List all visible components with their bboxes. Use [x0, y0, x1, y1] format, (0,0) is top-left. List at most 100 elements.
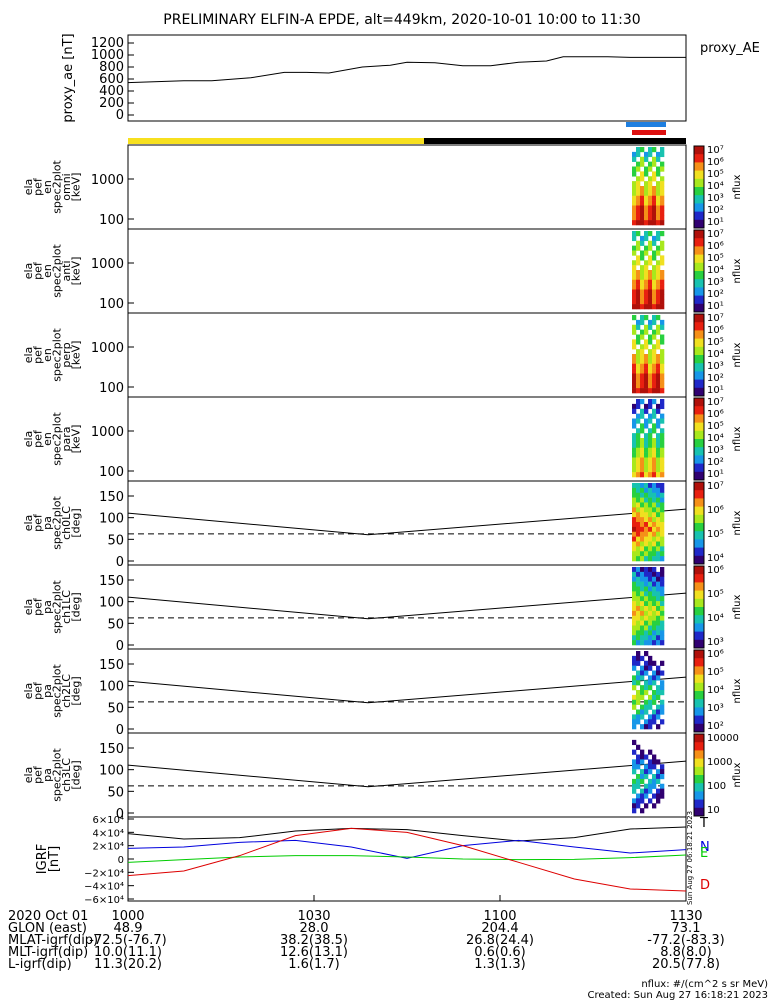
heatmap-cell: [648, 363, 653, 369]
heatmap-cell: [632, 512, 637, 518]
heatmap-cell: [636, 279, 641, 285]
colorbar-segment: [694, 799, 704, 809]
heatmap-cell: [636, 388, 641, 394]
y-axis-label: ela: [22, 431, 35, 448]
y-axis-label: pef: [32, 345, 45, 364]
heatmap-cell: [660, 517, 665, 523]
heatmap-cell: [660, 334, 665, 340]
heatmap-cell: [652, 447, 657, 453]
colorbar-segment: [694, 582, 704, 592]
heatmap-cell: [640, 536, 645, 542]
colorbar-segment: [694, 775, 704, 784]
y-tick-label: 100: [99, 596, 124, 611]
heatmap-cell: [656, 447, 661, 453]
heatmap-cell: [644, 324, 649, 330]
heatmap-cell: [648, 512, 653, 518]
y-axis-label: pef: [32, 597, 45, 616]
heatmap-cell: [636, 231, 641, 237]
heatmap-cell: [644, 363, 649, 369]
heatmap-cell: [656, 235, 661, 242]
y-tick-label: 600: [99, 72, 124, 87]
heatmap-cell: [640, 517, 645, 523]
colorbar-segment: [694, 355, 704, 364]
colorbar-frame: [693, 481, 705, 565]
heatmap-cell: [640, 606, 645, 612]
heatmap-cell: [644, 289, 649, 295]
heatmap-cell: [636, 274, 641, 281]
y-axis-label: omni: [60, 173, 73, 200]
colorbar-label: nflux: [732, 762, 743, 787]
heatmap-cell: [640, 171, 645, 177]
heatmap-cell: [652, 240, 657, 246]
heatmap-cell: [656, 156, 661, 162]
heatmap-cell: [632, 284, 637, 290]
colorbar-segment: [694, 547, 704, 557]
colorbar-frame: [693, 313, 705, 397]
heatmap-cell: [656, 606, 661, 612]
heatmap-cell: [644, 596, 649, 602]
heatmap-cell: [644, 304, 649, 310]
heatmap-cell: [652, 452, 657, 458]
heatmap-cell: [648, 457, 653, 463]
heatmap-cell: [656, 294, 661, 300]
heatmap-cell: [660, 483, 665, 489]
colorbar-tick-label: 10⁶: [707, 505, 724, 516]
heatmap-cell: [644, 576, 649, 582]
heatmap-cell: [648, 541, 653, 547]
x-row-value: 48.9: [114, 921, 143, 936]
legend-E: E: [700, 846, 708, 861]
x-row-label: GLON (east): [8, 921, 87, 936]
heatmap-cell: [640, 655, 645, 662]
y-tick-label: 0: [116, 639, 124, 654]
heatmap-cell: [652, 171, 657, 177]
heatmap-cell: [644, 171, 649, 177]
heatmap-cell: [652, 383, 657, 389]
heatmap-cell: [660, 181, 665, 187]
heatmap-cell: [636, 354, 641, 360]
heatmap-cell: [656, 457, 661, 463]
colorbar-tick-label: 10⁵: [707, 337, 724, 348]
heatmap-cell: [636, 294, 641, 300]
heatmap-cell: [652, 793, 657, 799]
heatmap-cell: [652, 699, 657, 705]
heatmap-cell: [652, 522, 657, 528]
heatmap-cell: [656, 304, 661, 310]
heatmap-cell: [640, 502, 645, 508]
y-tick-label: 100: [99, 297, 124, 312]
heatmap-cell: [636, 383, 641, 389]
heatmap-cell: [656, 487, 661, 494]
heatmap-cell: [632, 749, 637, 755]
heatmap-cell: [636, 215, 641, 221]
heatmap-cell: [640, 531, 645, 537]
heatmap-cell: [648, 798, 653, 804]
colorbar-segment: [694, 514, 704, 524]
heatmap-cell: [636, 759, 641, 765]
heatmap-cell: [640, 625, 645, 631]
heatmap-cell: [636, 324, 641, 330]
heatmap-cell: [652, 581, 657, 587]
heatmap-cell: [644, 704, 649, 710]
heatmap-cell: [660, 438, 665, 444]
colorbar-tick-label: 10²: [707, 205, 724, 216]
heatmap-cell: [644, 497, 649, 503]
heatmap-cell: [640, 423, 645, 429]
heatmap-cell: [632, 279, 637, 285]
heatmap-cell: [656, 586, 661, 592]
heatmap-cell: [648, 640, 653, 646]
colorbar-tick-label: 10³: [707, 277, 724, 288]
y-tick-label: 200: [99, 96, 124, 111]
heatmap-cell: [652, 531, 657, 537]
colorbar-tick-label: 10³: [707, 361, 724, 372]
heatmap-cell: [632, 383, 637, 389]
heatmap-cell: [656, 665, 661, 671]
y-axis-label: pa: [41, 684, 54, 698]
heatmap-cell: [636, 606, 641, 612]
heatmap-cell: [652, 388, 657, 394]
heatmap-cell: [656, 388, 661, 394]
heatmap-cell: [632, 492, 637, 498]
heatmap-cell: [640, 640, 645, 646]
units-note: nflux: #/(cm^2 s sr MeV): [641, 979, 768, 990]
heatmap-cell: [660, 195, 665, 201]
heatmap-cell: [652, 591, 657, 597]
